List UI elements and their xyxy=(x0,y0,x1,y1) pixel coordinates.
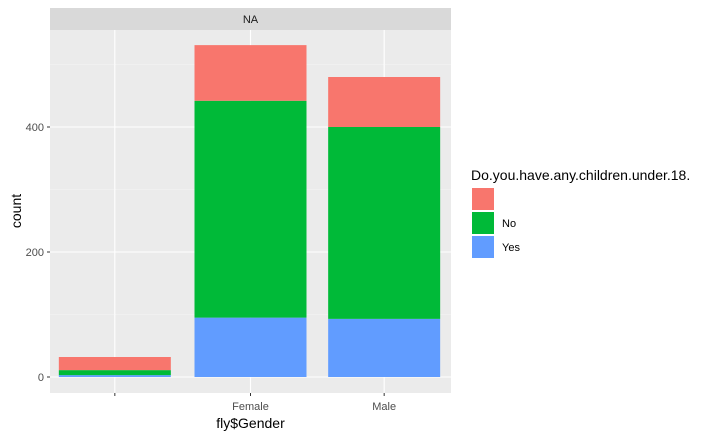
legend-label: No xyxy=(502,218,516,230)
x-axis-title: fly$Gender xyxy=(216,415,285,431)
bar-segment-male-no xyxy=(328,127,441,319)
facet-strip xyxy=(50,8,451,30)
legend-title: Do.you.have.any.children.under.18. xyxy=(471,167,690,183)
bar-segment-blank-yes xyxy=(58,375,171,377)
bar-segment-blank-no xyxy=(58,370,171,376)
bars-layer xyxy=(58,45,441,377)
y-axis: 0 200 400 xyxy=(26,122,50,384)
x-axis: Female Male xyxy=(114,393,396,413)
bar-segment-male-blank xyxy=(328,77,441,127)
y-tick-label: 200 xyxy=(26,247,44,259)
legend-key xyxy=(472,212,494,234)
legend-key xyxy=(472,188,494,210)
facet-strip-label: NA xyxy=(243,14,259,26)
y-tick-label: 0 xyxy=(38,372,44,384)
legend-label: Yes xyxy=(502,242,520,254)
bar-segment-blank-blank xyxy=(58,357,171,371)
y-tick-label: 400 xyxy=(26,122,44,134)
x-tick-label: Male xyxy=(372,401,396,413)
y-axis-title: count xyxy=(8,194,24,228)
bar-segment-female-no xyxy=(194,100,307,318)
bar-segment-female-yes xyxy=(194,317,307,377)
x-tick-label: Female xyxy=(232,401,269,413)
legend-key xyxy=(472,236,494,258)
legend: Do.you.have.any.children.under.18. No Yes xyxy=(471,167,690,258)
bar-segment-male-yes xyxy=(328,318,441,377)
bar-segment-female-blank xyxy=(194,45,307,101)
